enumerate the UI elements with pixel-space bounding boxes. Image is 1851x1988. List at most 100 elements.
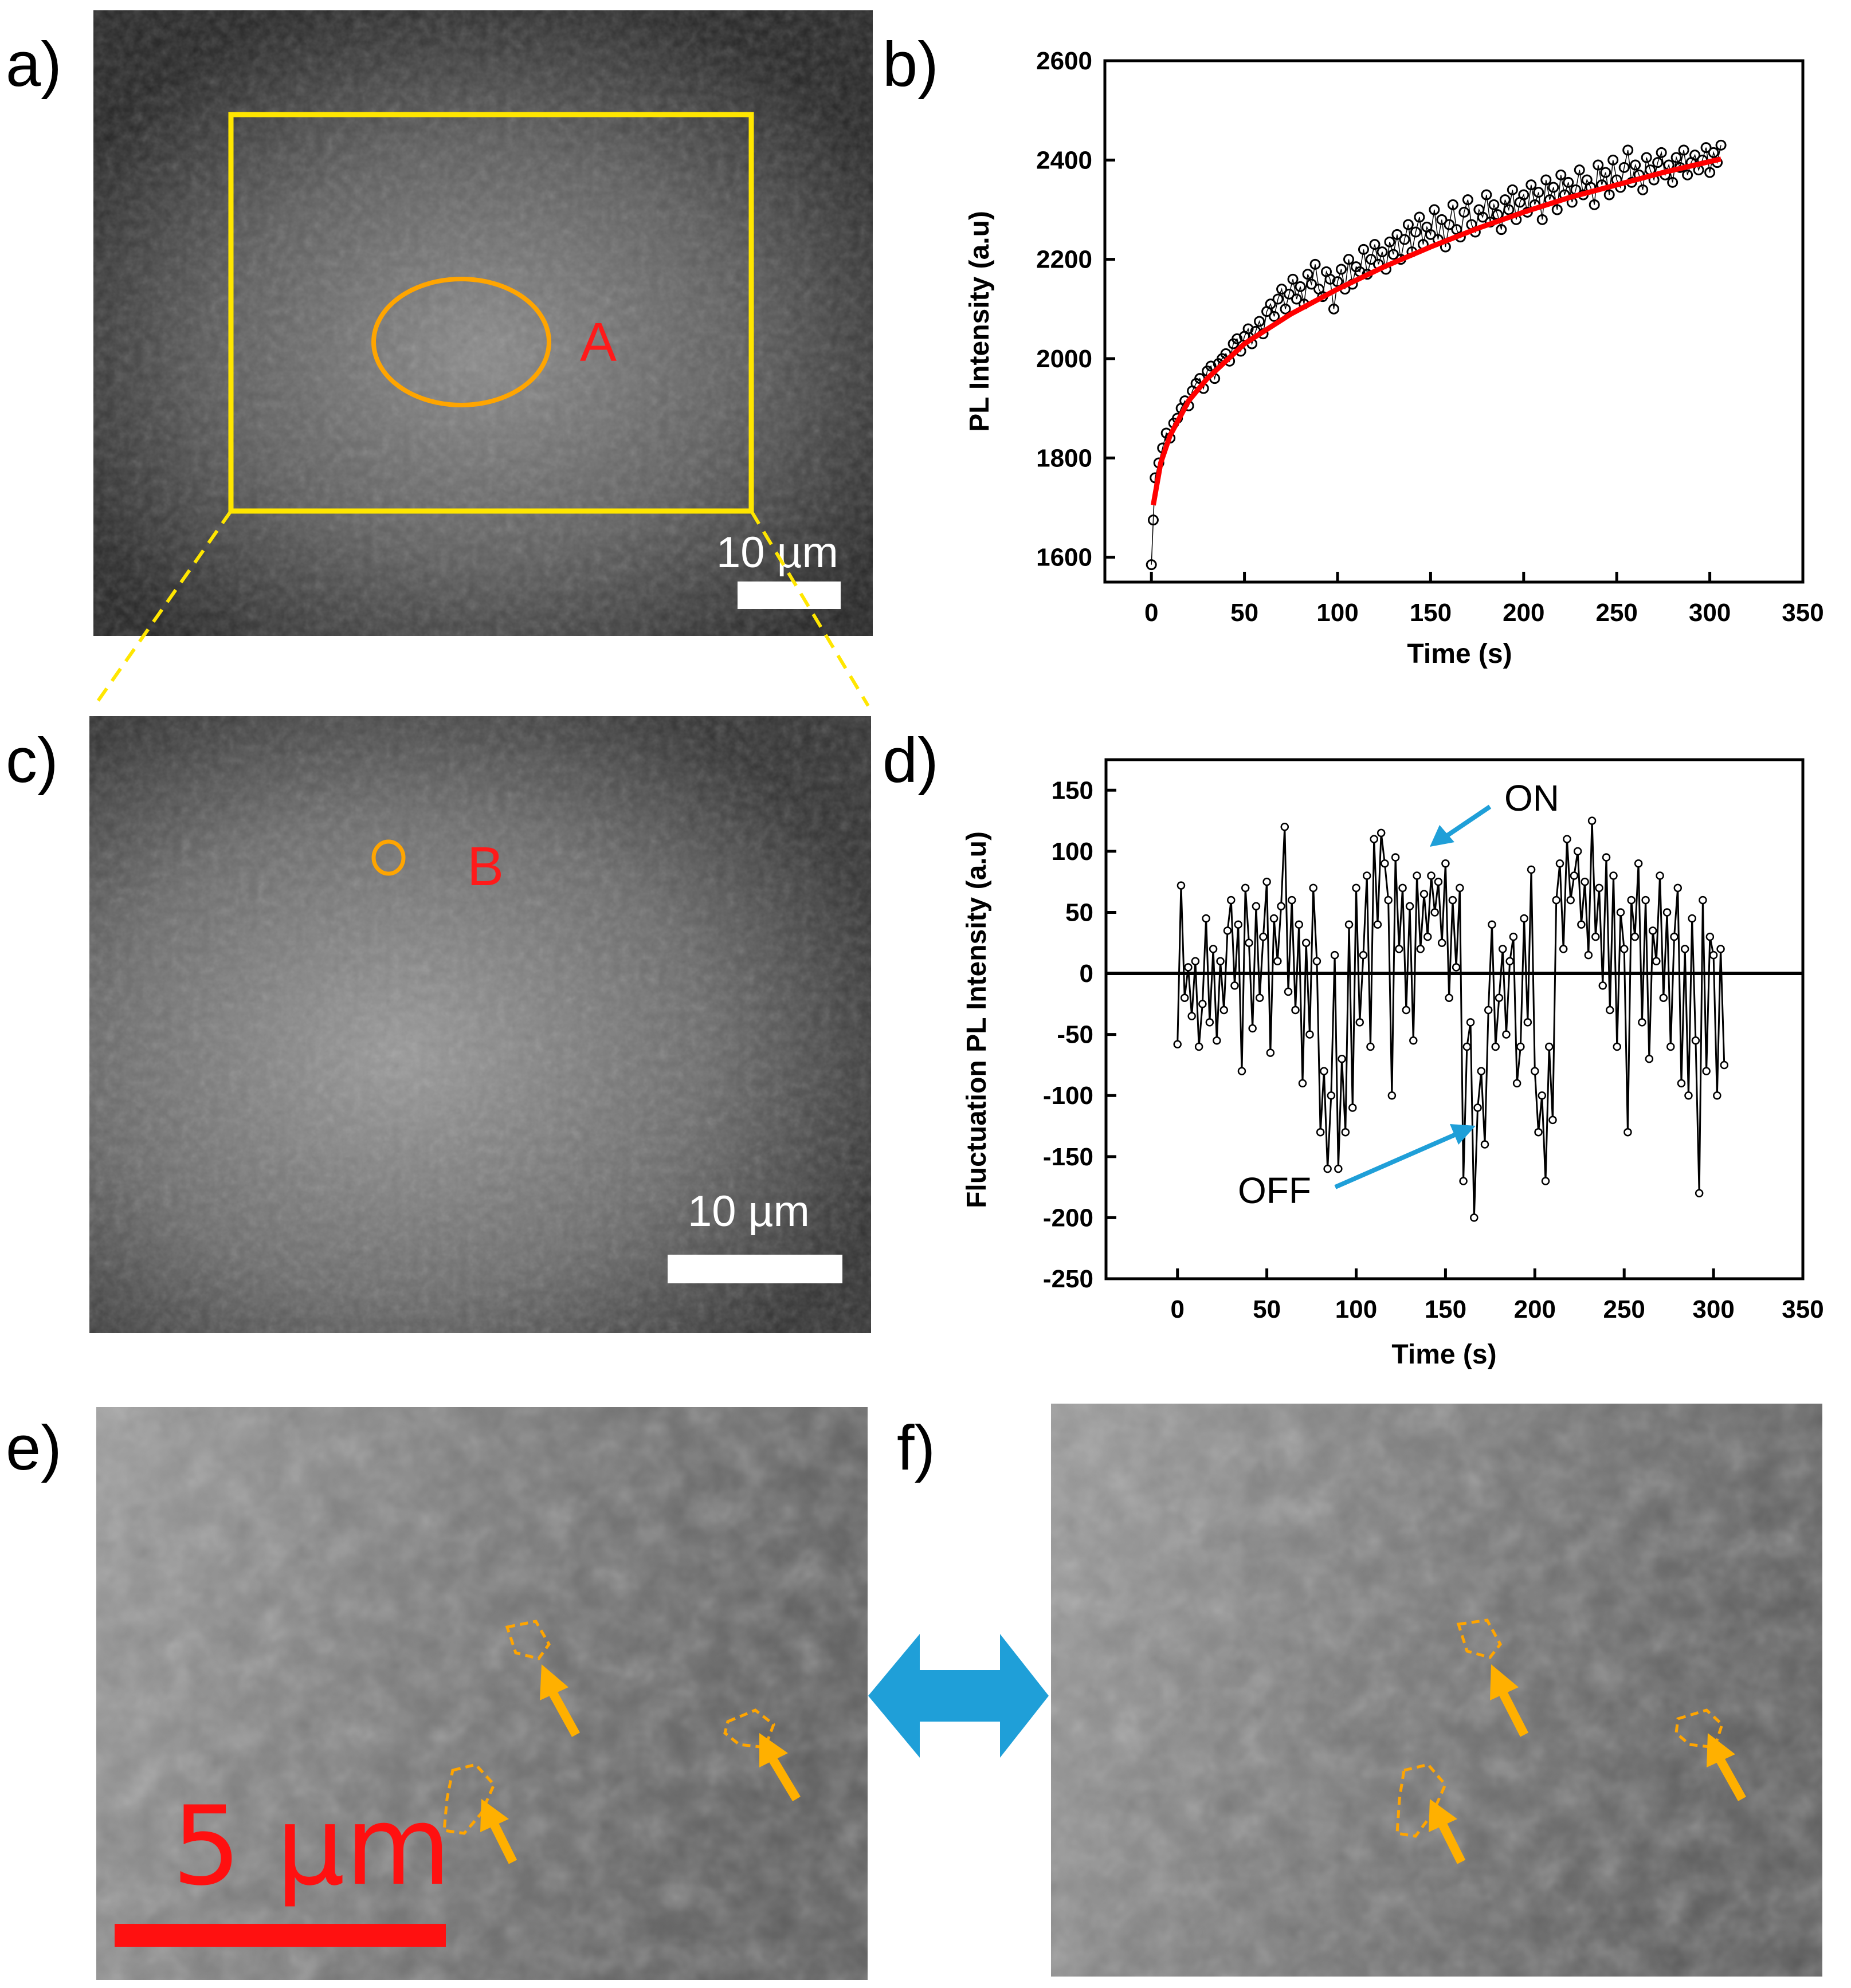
chart-d-point — [1684, 1091, 1693, 1100]
chart-b-point — [1269, 311, 1280, 322]
on-arrow-head — [1430, 825, 1454, 847]
chart-b-point — [1280, 303, 1291, 315]
chart-d-point — [1563, 835, 1571, 843]
chart-b-point — [1533, 187, 1544, 198]
chart-d-point — [1391, 853, 1400, 862]
chart-d-frame — [1104, 758, 1805, 1280]
chart-d-point — [1638, 1018, 1646, 1027]
chart-b-connect — [1151, 145, 1721, 565]
chart-d-point — [1613, 1042, 1621, 1051]
chart-b-point — [1458, 206, 1470, 218]
chart-b-xtick-label: 50 — [1230, 599, 1258, 627]
chart-d-point — [1234, 920, 1242, 929]
chart-b-frame — [1103, 59, 1805, 584]
chart-d-point — [1713, 1091, 1721, 1100]
chart-d-point — [1423, 932, 1432, 941]
chart-b-point — [1525, 179, 1537, 191]
chart-d-point — [1627, 895, 1636, 905]
scale-bar-e-label: 5 µm — [172, 1783, 451, 1910]
micrograph-e: 5 µm — [96, 1407, 868, 1980]
chart-d-point — [1305, 1030, 1314, 1039]
chart-d-xtick-label: 200 — [1514, 1295, 1556, 1323]
chart-d-point — [1219, 1005, 1229, 1015]
chart-b-point — [1436, 214, 1448, 225]
chart-b-point — [1708, 147, 1719, 158]
chart-d-point — [1555, 859, 1564, 868]
chart-d-point — [1488, 920, 1496, 929]
dashed-region-e3 — [442, 1763, 496, 1835]
chart-b-xtick-label: 100 — [1316, 599, 1358, 627]
chart-b-point — [1265, 298, 1276, 310]
chart-d-point — [1473, 1103, 1482, 1112]
chart-d-point — [1648, 926, 1657, 935]
chart-d-point — [1623, 1127, 1632, 1137]
arrow-e1 — [540, 1664, 581, 1737]
chart-d-point — [1277, 902, 1285, 911]
chart-b-point — [1630, 159, 1641, 171]
chart-d-point — [1448, 895, 1457, 905]
chart-d-point — [1341, 1127, 1350, 1137]
chart-b-point — [1551, 204, 1563, 215]
chart-d-point — [1573, 847, 1582, 856]
chart-d-point — [1288, 895, 1296, 905]
micrograph-a: A 10 µm — [93, 10, 873, 636]
chart-d-point — [1409, 1036, 1418, 1045]
chart-b-point — [1622, 144, 1634, 156]
chart-d-point — [1205, 1018, 1214, 1027]
chart-d-point — [1359, 950, 1368, 960]
chart-d-point — [1413, 871, 1421, 880]
chart-b-point — [1387, 249, 1399, 260]
chart-d-ylabel: Fluctuation PL Intensity (a.u) — [962, 831, 992, 1208]
chart-d-point — [1416, 945, 1425, 953]
chart-b-point — [1670, 152, 1682, 163]
panel-label-b: b) — [883, 29, 939, 100]
chart-d-point — [1370, 835, 1378, 843]
chart-b-point — [1444, 219, 1455, 230]
chart-d-point — [1559, 945, 1568, 953]
chart-b-point — [1700, 142, 1712, 154]
chart-d-point — [1184, 963, 1193, 972]
double-arrow — [868, 1634, 1049, 1758]
chart-b-point — [1447, 199, 1458, 210]
chart-d-point — [1652, 957, 1661, 965]
chart-d: 0 50 100 150 200 250 300 350 -250 -200 -150 -100 -50… — [962, 758, 1824, 1370]
chart-d-point — [1173, 1040, 1182, 1048]
chart-b-xtick-label: 250 — [1595, 599, 1637, 627]
chart-b-xtick-label: 200 — [1503, 599, 1544, 627]
chart-d-point — [1384, 895, 1393, 905]
scale-bar-c — [668, 1255, 842, 1283]
annotation-on: ON — [1504, 777, 1559, 819]
chart-d-point — [1209, 945, 1218, 953]
chart-d-point — [1327, 1091, 1336, 1100]
chart-b-point — [1287, 273, 1299, 285]
chart-b-ytick-label: 1600 — [1036, 544, 1092, 572]
chart-d-point — [1609, 871, 1618, 880]
chart-b-point — [1574, 164, 1585, 176]
chart-b-point — [1291, 293, 1303, 305]
chart-d-xtick-label: 50 — [1253, 1295, 1281, 1323]
chart-d-point — [1584, 950, 1593, 960]
chart-d-series-line — [1177, 820, 1725, 1218]
chart-d-point — [1320, 1067, 1328, 1075]
chart-b-point — [1384, 236, 1395, 247]
chart-d-point — [1523, 1018, 1532, 1027]
chart-b-point — [1254, 316, 1265, 327]
roi-a-ellipse — [371, 277, 551, 407]
annotation-off: OFF — [1238, 1170, 1311, 1211]
chart-d-point — [1630, 932, 1640, 941]
chart-d-xtick-label: 350 — [1782, 1295, 1823, 1323]
on-arrow — [1442, 804, 1492, 840]
chart-d-point — [1241, 883, 1250, 893]
chart-d-point — [1641, 895, 1650, 905]
chart-d-ticks: 0 50 100 150 200 250 300 350 -250 -200 -150 -100 -50… — [1043, 776, 1824, 1323]
chart-d-point — [1616, 908, 1625, 917]
chart-b-point — [1603, 189, 1615, 201]
chart-d-point — [1334, 1164, 1343, 1173]
chart-d-point — [1645, 1055, 1654, 1063]
chart-d-point — [1498, 945, 1507, 953]
chart-d-point — [1591, 932, 1600, 941]
chart-d-point — [1666, 1042, 1675, 1051]
chart-d-point — [1656, 871, 1664, 880]
chart-b-xtick-label: 350 — [1782, 599, 1823, 627]
chart-d-point — [1377, 828, 1386, 838]
